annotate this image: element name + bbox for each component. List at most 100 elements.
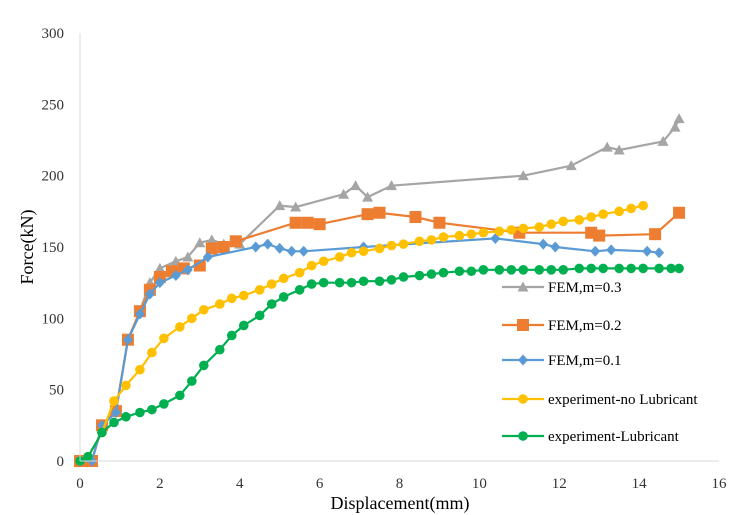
data-point xyxy=(214,299,225,309)
data-point xyxy=(414,270,425,281)
data-point xyxy=(550,241,561,253)
legend-item-background xyxy=(498,313,752,335)
data-point xyxy=(205,242,218,255)
data-point xyxy=(426,269,437,279)
legend-label: FEM,m=0.2 xyxy=(548,318,621,334)
data-point xyxy=(558,265,569,275)
data-point xyxy=(673,206,686,219)
data-point xyxy=(626,203,636,214)
data-point xyxy=(206,234,218,245)
data-point xyxy=(673,113,685,124)
legend-marker xyxy=(518,354,528,366)
data-point xyxy=(170,270,181,282)
data-point xyxy=(478,265,489,275)
x-tick-label: 4 xyxy=(236,476,244,492)
data-point xyxy=(199,360,209,371)
data-point xyxy=(262,238,273,250)
data-point xyxy=(454,230,465,241)
data-point xyxy=(334,277,345,288)
data-point xyxy=(506,225,517,235)
legend-item: experiment-no Lubricant xyxy=(498,387,752,409)
data-point xyxy=(590,245,601,257)
data-point xyxy=(193,259,206,272)
data-point xyxy=(154,277,165,289)
legend-label: FEM,m=0.3 xyxy=(548,280,621,296)
data-point xyxy=(386,240,397,251)
data-point xyxy=(626,263,636,274)
data-point xyxy=(346,247,357,258)
data-point xyxy=(409,211,422,224)
data-point xyxy=(649,228,662,241)
data-point xyxy=(289,216,302,229)
data-point xyxy=(274,200,286,211)
data-point xyxy=(266,299,277,309)
legend-marker xyxy=(517,281,529,292)
data-point xyxy=(598,209,608,219)
legend-item: FEM,m=0.2 xyxy=(498,313,752,335)
legend-label: FEM,m=0.1 xyxy=(548,353,621,369)
data-point xyxy=(558,216,569,227)
data-point xyxy=(466,266,477,277)
data-point xyxy=(614,263,624,274)
data-point xyxy=(574,215,585,225)
data-point xyxy=(135,364,145,375)
data-point xyxy=(122,334,133,346)
data-point xyxy=(346,277,357,288)
data-point xyxy=(254,285,265,295)
axes: 0 50 100 150 200 250 300 0 2 4 6 8 10 12 14 16 Displacem… xyxy=(17,26,727,514)
data-point xyxy=(226,293,237,304)
data-point xyxy=(286,245,297,257)
legend-marker xyxy=(517,319,529,331)
data-point xyxy=(175,390,185,401)
data-point xyxy=(294,285,305,295)
x-tick-label: 10 xyxy=(472,476,487,492)
data-point xyxy=(438,267,449,278)
data-point xyxy=(154,262,166,273)
data-point xyxy=(426,235,437,245)
data-point xyxy=(506,265,517,275)
data-point xyxy=(182,251,194,262)
data-point xyxy=(187,376,197,386)
data-point xyxy=(110,406,121,418)
x-tick-label: 2 xyxy=(156,476,164,492)
data-point xyxy=(109,396,119,406)
legend-label: experiment-Lubricant xyxy=(548,429,680,445)
data-point xyxy=(638,200,648,211)
data-point xyxy=(97,427,107,438)
data-point xyxy=(135,407,145,418)
legend-label: experiment-no Lubricant xyxy=(548,392,698,408)
data-point xyxy=(187,313,197,324)
data-point xyxy=(318,256,329,267)
data-point xyxy=(374,276,385,287)
y-axis-title: Force(kN) xyxy=(17,210,38,285)
data-point xyxy=(674,263,684,274)
data-point xyxy=(290,201,302,212)
data-point xyxy=(147,404,157,415)
data-point xyxy=(318,277,329,288)
data-point xyxy=(301,216,314,229)
data-point xyxy=(574,263,585,274)
data-point xyxy=(654,263,664,274)
data-point xyxy=(278,292,289,302)
data-point xyxy=(565,160,577,171)
legend-item: FEM,m=0.1 xyxy=(498,348,752,370)
data-point xyxy=(666,263,676,274)
data-point xyxy=(134,308,145,320)
data-point xyxy=(144,288,155,300)
data-point xyxy=(386,275,397,285)
data-point xyxy=(358,276,369,287)
data-point xyxy=(182,264,193,276)
data-point xyxy=(478,227,489,238)
data-point xyxy=(238,320,249,331)
data-point xyxy=(657,135,669,146)
data-point xyxy=(266,279,277,289)
data-point xyxy=(194,237,206,248)
data-point xyxy=(586,263,596,274)
data-point xyxy=(350,180,362,191)
data-point xyxy=(306,279,317,289)
y-tick-label: 200 xyxy=(42,169,65,185)
data-point xyxy=(642,245,653,257)
data-point xyxy=(199,304,209,315)
y-tick-label: 100 xyxy=(42,311,65,327)
